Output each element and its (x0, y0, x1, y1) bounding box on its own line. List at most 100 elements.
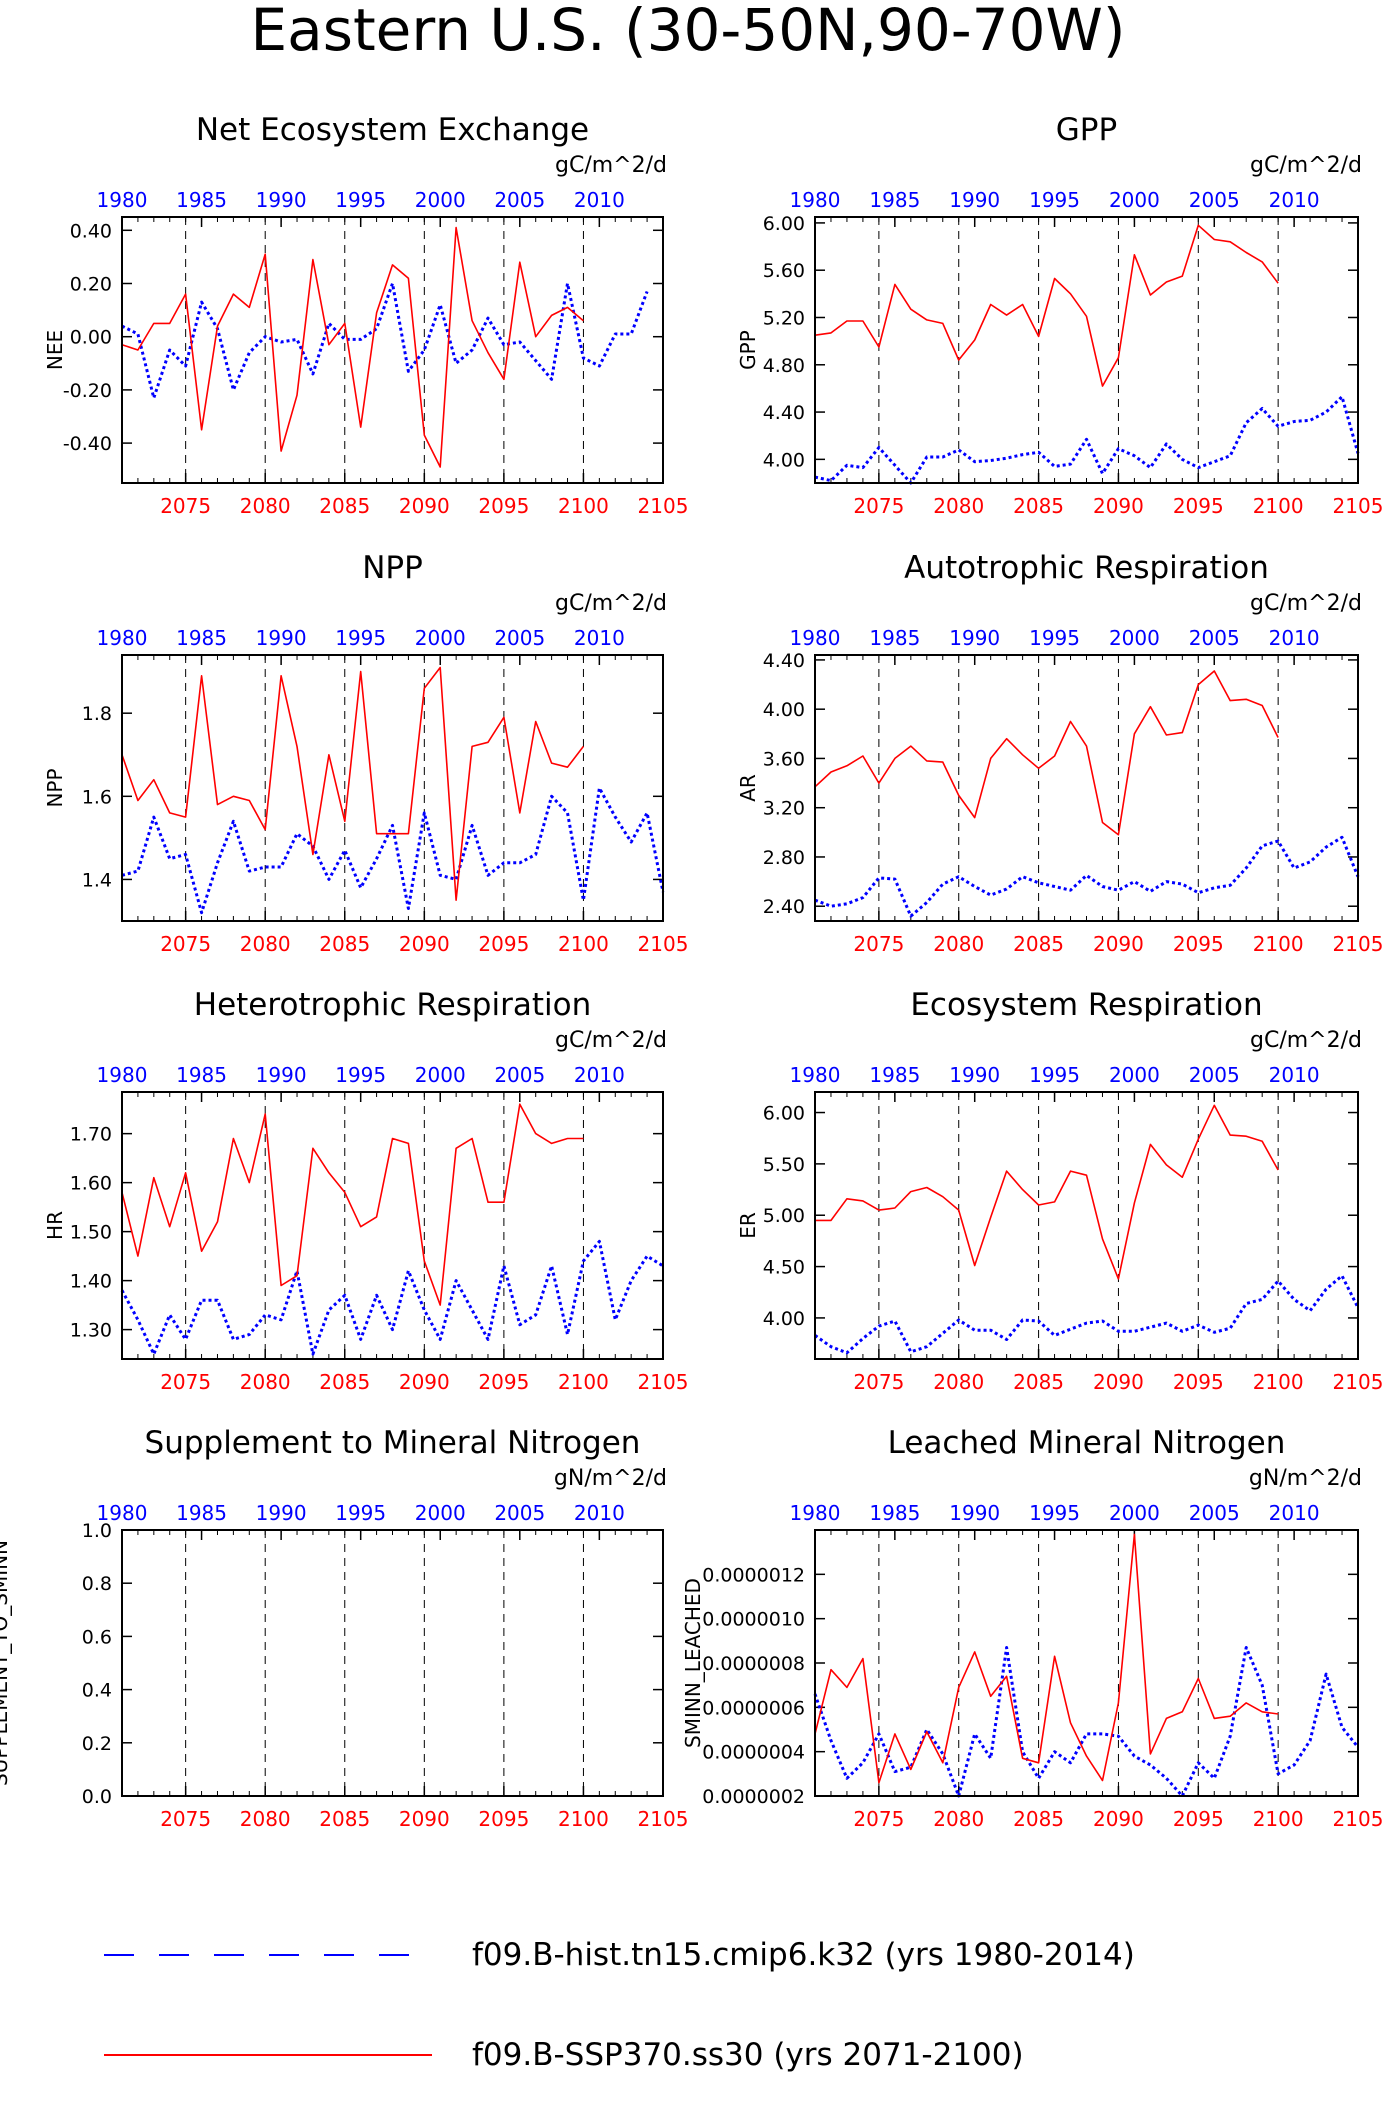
x-tick-label: 2090 (1093, 1370, 1144, 1394)
x-top-tick-label: 2010 (1269, 1501, 1320, 1525)
x-top-tick-label: 1980 (790, 1063, 841, 1087)
x-tick-label: 2085 (1013, 932, 1064, 956)
x-top-tick-label: 1990 (949, 1063, 1000, 1087)
x-top-tick-label: 1995 (1029, 1501, 1080, 1525)
y-tick-label: 1.30 (70, 1320, 112, 1342)
y-tick-label: 5.60 (763, 260, 805, 282)
x-tick-label: 2100 (1253, 932, 1304, 956)
x-tick-label: 2100 (1253, 1370, 1304, 1394)
y-tick-label: 1.6 (82, 786, 112, 808)
units-label: gC/m^2/d (1250, 1028, 1362, 1053)
x-top-tick-label: 1985 (176, 1063, 227, 1087)
x-top-tick-label: 1995 (335, 1063, 386, 1087)
x-tick-label: 2080 (240, 1370, 291, 1394)
series-line-hist (120, 1239, 664, 1356)
panel-heterotrophic-respiration: Heterotrophic Respiration gC/m^2/d 2075 208… (43, 987, 688, 1394)
x-tick-label: 2095 (1173, 1807, 1224, 1831)
y-tick-label: 0.40 (70, 220, 112, 242)
x-tick-label: 2105 (1333, 1807, 1384, 1831)
y-tick-label: 5.50 (763, 1154, 805, 1176)
x-top-tick-label: 2000 (415, 188, 466, 212)
x-top-tick-label: 1990 (256, 1063, 307, 1087)
x-top-tick-label: 2000 (1109, 626, 1160, 650)
x-tick-label: 2075 (853, 1370, 904, 1394)
plot-frame (814, 1091, 1359, 1360)
plot-frame (121, 1091, 664, 1360)
x-top-tick-label: 1980 (97, 626, 148, 650)
series-line-hist (813, 1646, 1360, 1798)
x-tick-label: 2075 (160, 932, 211, 956)
x-tick-label: 2080 (933, 1807, 984, 1831)
panel-title: Heterotrophic Respiration (194, 987, 591, 1023)
y-tick-label: 1.8 (82, 703, 112, 725)
x-top-tick-label: 2000 (1109, 1063, 1160, 1087)
x-top-tick-label: 1995 (1029, 1063, 1080, 1087)
series-line-hist (814, 835, 1360, 918)
x-tick-label: 2080 (933, 494, 984, 518)
y-tick-label: -0.20 (63, 380, 112, 402)
x-top-tick-label: 1980 (790, 1501, 841, 1525)
y-tick-label: 0.0000008 (702, 1653, 805, 1675)
x-top-tick-label: 2010 (1269, 188, 1320, 212)
panel-title: Autotrophic Respiration (904, 550, 1269, 586)
x-top-tick-label: 2010 (574, 1063, 625, 1087)
x-tick-label: 2105 (638, 1807, 689, 1831)
y-tick-label: 2.40 (763, 896, 805, 918)
y-tick-label: 0.0000010 (702, 1609, 805, 1631)
series-line-ssp370 (121, 226, 584, 468)
legend-label: f09.B-hist.tn15.cmip6.k32 (yrs 1980-2014… (472, 1937, 1135, 1973)
x-tick-label: 2080 (240, 932, 291, 956)
y-tick-label: 1.0 (82, 1520, 112, 1542)
series-line-ssp370 (814, 224, 1279, 387)
plot-frame (121, 216, 664, 484)
x-tick-label: 2095 (1173, 1370, 1224, 1394)
y-tick-label: 0.0000012 (702, 1564, 805, 1586)
series-line-hist (121, 282, 649, 400)
x-top-tick-label: 1990 (949, 188, 1000, 212)
series-line-ssp370 (814, 670, 1279, 836)
x-top-tick-label: 1990 (256, 1501, 307, 1525)
series-line-ssp370 (121, 666, 585, 902)
y-tick-label: 0.0000006 (702, 1697, 805, 1719)
x-tick-label: 2090 (399, 1370, 450, 1394)
units-label: gN/m^2/d (1249, 1466, 1362, 1491)
y-tick-label: 1.50 (70, 1222, 112, 1244)
x-tick-label: 2095 (478, 1807, 529, 1831)
y-tick-label: 0.2 (82, 1733, 112, 1755)
y-tick-label: 0.0000002 (702, 1786, 805, 1808)
y-axis-label: NEE (43, 330, 67, 370)
x-tick-label: 2085 (319, 932, 370, 956)
x-tick-label: 2095 (1173, 932, 1224, 956)
units-label: gN/m^2/d (554, 1466, 667, 1491)
x-tick-label: 2085 (319, 494, 370, 518)
x-tick-label: 2100 (558, 1370, 609, 1394)
units-label: gC/m^2/d (555, 591, 667, 616)
plot-frame (814, 654, 1359, 922)
legend: f09.B-hist.tn15.cmip6.k32 (yrs 1980-2014… (104, 1937, 1135, 2073)
y-axis-label: SMINN_LEACHED (681, 1578, 705, 1748)
x-top-tick-label: 1980 (97, 1063, 148, 1087)
x-tick-label: 2075 (160, 1807, 211, 1831)
x-top-tick-label: 1985 (869, 188, 920, 212)
y-tick-label: 0.0 (82, 1786, 112, 1808)
units-label: gC/m^2/d (555, 1028, 667, 1053)
y-tick-label: 0.00 (70, 327, 112, 349)
y-tick-label: 4.00 (763, 699, 805, 721)
panel-autotrophic-respiration: Autotrophic Respiration gC/m^2/d 2075 2080 2… (736, 550, 1383, 956)
x-top-tick-label: 1985 (869, 626, 920, 650)
x-top-tick-label: 1980 (97, 1501, 148, 1525)
y-axis-label: GPP (736, 330, 760, 370)
plot-frame (814, 1529, 1359, 1797)
x-tick-label: 2080 (933, 932, 984, 956)
legend-label: f09.B-SSP370.ss30 (yrs 2071-2100) (472, 2037, 1024, 2073)
y-tick-label: 0.20 (70, 274, 112, 296)
x-tick-label: 2100 (558, 1807, 609, 1831)
series-line-ssp370 (121, 1103, 584, 1306)
x-top-tick-label: 2005 (494, 626, 545, 650)
units-label: gC/m^2/d (1250, 591, 1362, 616)
x-tick-label: 2105 (1333, 932, 1384, 956)
series-line-hist (814, 1274, 1360, 1355)
x-tick-label: 2085 (1013, 494, 1064, 518)
y-tick-label: 3.60 (763, 748, 805, 770)
units-label: gC/m^2/d (1250, 153, 1362, 178)
